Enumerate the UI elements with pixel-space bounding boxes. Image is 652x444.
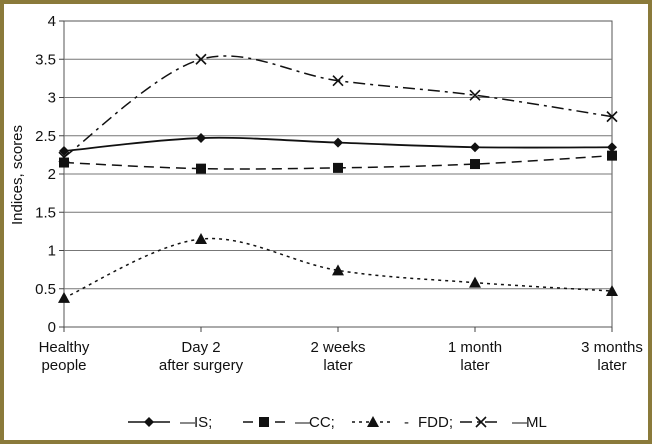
legend-entry: - FDD; — [352, 414, 453, 431]
series-layer — [58, 53, 618, 303]
data-point — [196, 163, 206, 174]
y-tick-label: 3.5 — [35, 51, 56, 68]
legend-entry: — IS; — [128, 414, 212, 431]
data-point — [195, 53, 207, 65]
y-tick-label: 3 — [48, 90, 56, 107]
data-point — [333, 137, 343, 148]
y-tick-label: 4 — [48, 13, 56, 30]
legend: — IS; — CC; - FDD; — ML — [128, 414, 547, 431]
series-x — [58, 53, 618, 163]
data-point — [470, 159, 480, 170]
data-point — [607, 150, 617, 161]
legend-label: FDD; — [418, 414, 453, 431]
x-tick-label: Healthy — [39, 339, 90, 356]
data-point — [58, 151, 70, 163]
legend-prefix: — — [512, 414, 527, 431]
legend-prefix: — — [180, 414, 195, 431]
y-tick-label: 2.5 — [35, 128, 56, 145]
data-point — [58, 291, 70, 303]
data-point — [606, 111, 618, 123]
legend-label: ML — [526, 414, 547, 431]
data-point — [196, 133, 206, 144]
y-tick-label: 0 — [48, 319, 56, 336]
data-point — [332, 264, 344, 276]
legend-marker — [144, 417, 154, 427]
x-tick-label: 2 weeks — [310, 339, 365, 356]
data-point — [59, 157, 69, 168]
legend-marker — [259, 417, 269, 427]
data-point — [195, 233, 207, 245]
y-axis-label: Indices, scores — [9, 125, 26, 225]
data-point — [332, 75, 344, 87]
x-tick-label: Day 2 — [181, 339, 220, 356]
x-tick-label: later — [460, 357, 489, 374]
y-tick-label: 1.5 — [35, 204, 56, 221]
grid-layer — [63, 20, 613, 328]
x-tick-label: 1 month — [448, 339, 502, 356]
data-point — [606, 285, 618, 297]
data-point — [470, 142, 480, 153]
series-square — [59, 150, 617, 174]
data-point — [607, 142, 617, 153]
data-point — [469, 89, 481, 101]
x-tick-label: people — [41, 357, 86, 374]
x-tick-label: 3 months — [581, 339, 643, 356]
legend-marker — [475, 416, 487, 428]
series-line — [63, 55, 613, 158]
legend-entry: — CC; — [243, 414, 335, 431]
series-line — [63, 237, 613, 299]
series-triangle — [58, 233, 618, 303]
series-diamond — [59, 133, 617, 157]
data-point — [469, 276, 481, 288]
data-point — [333, 162, 343, 173]
y-tick-label: 2 — [48, 166, 56, 183]
y-tick-label: 1 — [48, 243, 56, 260]
y-tick-label: 0.5 — [35, 281, 56, 298]
legend-prefix: — — [295, 414, 310, 431]
x-tick-label: later — [323, 357, 352, 374]
legend-prefix: - — [404, 414, 409, 431]
legend-entry: — ML — [460, 414, 547, 431]
legend-label: CC; — [309, 414, 335, 431]
legend-label: IS; — [194, 414, 212, 431]
legend-marker — [367, 416, 379, 427]
x-tick-label: later — [597, 357, 626, 374]
x-tick-label: after surgery — [159, 357, 244, 374]
